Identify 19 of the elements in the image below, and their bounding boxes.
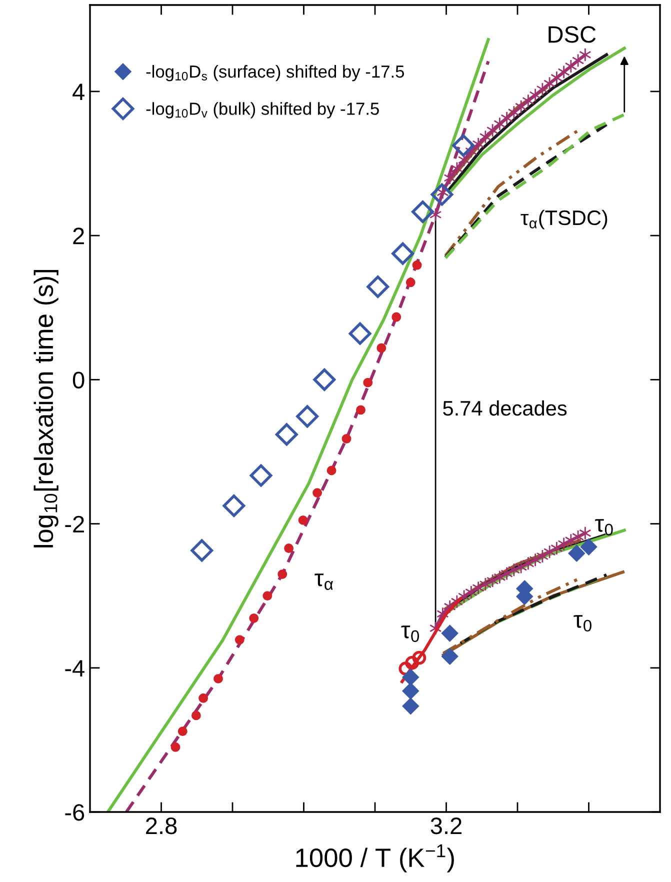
annotation: 5.74 decades [443,400,567,416]
annotation: τ$_{0}$ [595,519,613,536]
y-tick-label: -4 [65,660,84,676]
x-axis-title: 1000 / T (K$^{−1}$) [296,844,454,872]
x-tick-label: 3.2 [430,817,462,834]
annotation: τ$_{0}$ [401,626,420,642]
annotation: τ$_{α}$ [314,574,333,590]
y-axis-title: log$_{10}$[relaxation time (s)] [34,270,58,548]
x-tick-label: 2.8 [146,817,177,834]
annotation: τ$_{0}$ [574,615,592,632]
legend-label: -log$_{10}$D$_{s}$ (surface) shifted by -17.5 [146,65,404,82]
legend-label: -log$_{10}$D$_{v}$ (bulk) shifted by -17.5 [146,102,379,118]
annotation: DSC [548,26,596,43]
y-tick-label: 0 [72,372,84,388]
y-tick-label: 4 [72,84,84,100]
annotation: τ$_{α}$(TSDC) [520,210,608,230]
y-tick-label: 2 [73,228,84,244]
y-tick-label: -6 [65,804,84,821]
y-tick-label: -2 [65,516,84,532]
